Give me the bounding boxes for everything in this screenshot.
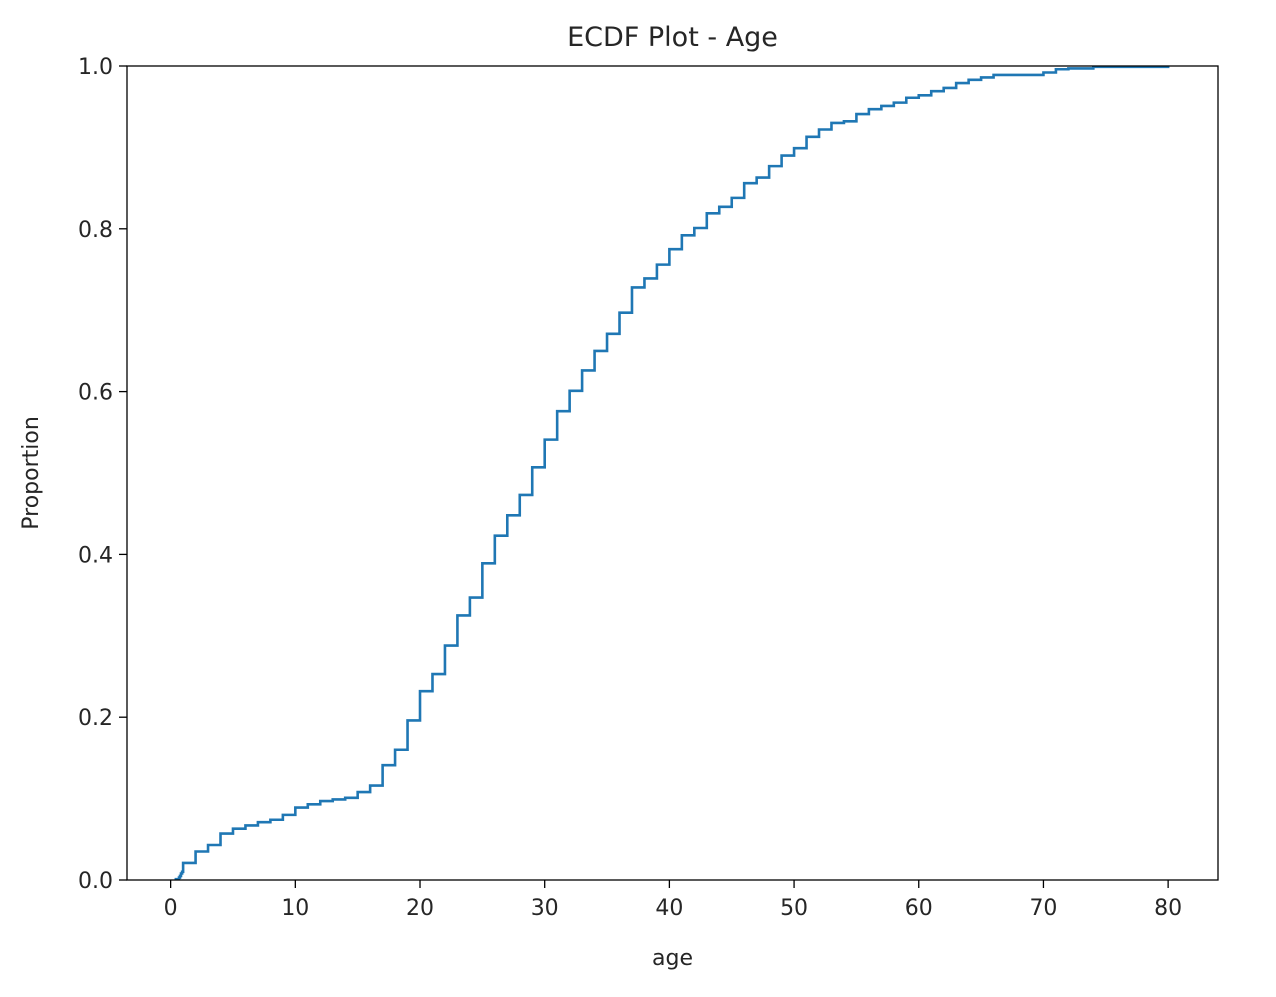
plot-area	[174, 65, 1170, 881]
x-tick-label: 10	[281, 896, 309, 921]
chart-title: ECDF Plot - Age	[567, 22, 778, 53]
axes-frame	[126, 65, 1219, 881]
x-tick-label: 30	[531, 896, 559, 921]
y-axis-ticks: 0.0 0.2 0.4 0.6 0.8 1.0	[78, 55, 127, 894]
y-tick-label: 0.0	[78, 869, 113, 894]
y-tick-label: 0.6	[78, 381, 113, 406]
x-tick-label: 80	[1154, 896, 1182, 921]
x-tick-label: 70	[1029, 896, 1057, 921]
x-tick-label: 50	[780, 896, 808, 921]
x-tick-label: 20	[406, 896, 434, 921]
y-axis-label: Proportion	[19, 416, 44, 530]
y-tick-label: 0.8	[78, 218, 113, 243]
ecdf-step-line	[174, 65, 1170, 881]
x-tick-label: 40	[655, 896, 683, 921]
y-tick-label: 1.0	[78, 55, 113, 80]
x-axis-ticks: 0 10 20 30 40 50 60 70 80	[164, 880, 1182, 921]
y-tick-label: 0.2	[78, 706, 113, 731]
x-tick-label: 0	[164, 896, 178, 921]
x-tick-label: 60	[905, 896, 933, 921]
x-axis-label: age	[652, 946, 693, 971]
y-tick-label: 0.4	[78, 543, 113, 568]
